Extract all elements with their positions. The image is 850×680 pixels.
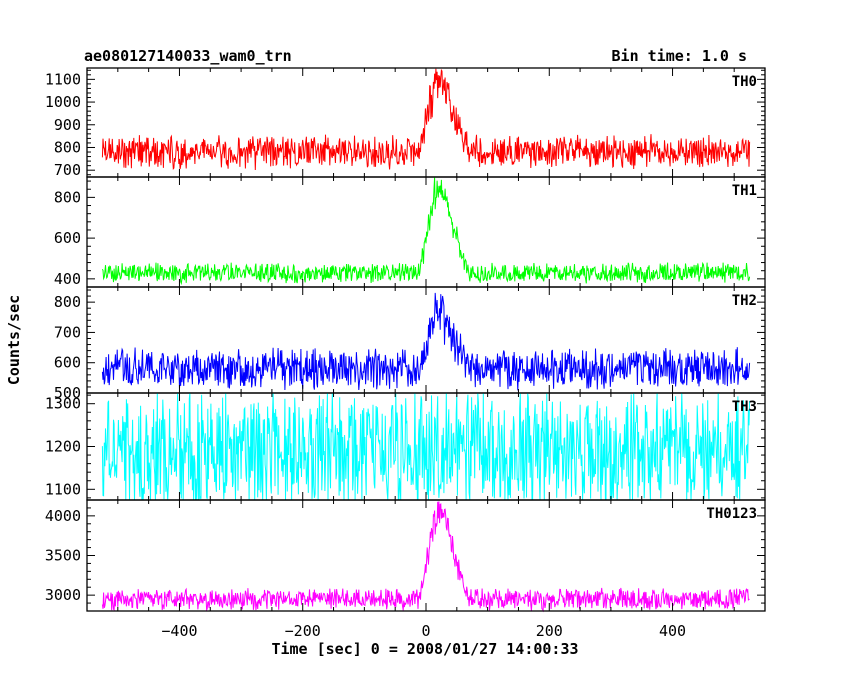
y-tick-label: 800 bbox=[54, 138, 81, 156]
panel-label-th1: TH1 bbox=[732, 183, 757, 199]
series-line-th3 bbox=[101, 392, 751, 501]
series-line-th1 bbox=[101, 177, 751, 286]
y-axis-title: Counts/sec bbox=[5, 295, 23, 385]
y-ticks bbox=[87, 394, 765, 499]
panel-th0: 700 800 900 1000 1100 TH0 bbox=[45, 67, 766, 179]
panel-th0123: 3000 3500 4000 TH0123 bbox=[45, 499, 766, 613]
y-tick-label: 900 bbox=[54, 116, 81, 134]
y-tick-label: 400 bbox=[54, 270, 81, 288]
series-line-th2 bbox=[101, 292, 751, 391]
y-tick-label: 3000 bbox=[45, 586, 81, 604]
y-tick-label: 1000 bbox=[45, 93, 81, 111]
x-ticks bbox=[117, 393, 735, 500]
panel-label-th2: TH2 bbox=[732, 293, 757, 309]
x-tick-label: 0 bbox=[421, 622, 430, 640]
x-axis-tick-labels: −400 −200 0 200 400 bbox=[161, 622, 686, 640]
panel-label-th0123: TH0123 bbox=[706, 506, 757, 522]
y-ticks bbox=[87, 289, 765, 394]
panel-th3: 1100 1200 1300 TH3 bbox=[45, 392, 766, 501]
y-tick-label: 800 bbox=[54, 293, 81, 311]
series-line-th0 bbox=[101, 68, 751, 171]
x-ticks bbox=[117, 177, 735, 287]
bin-time-label: Bin time: 1.0 s bbox=[612, 47, 747, 65]
y-tick-label: 1300 bbox=[45, 395, 81, 413]
x-ticks bbox=[117, 500, 735, 611]
y-tick-label: 500 bbox=[54, 384, 81, 402]
y-tick-label: 3500 bbox=[45, 547, 81, 565]
x-tick-label: −400 bbox=[161, 622, 197, 640]
y-ticks bbox=[87, 499, 765, 612]
x-tick-label: 200 bbox=[536, 622, 563, 640]
series-line-th0123 bbox=[101, 501, 750, 613]
y-tick-label: 700 bbox=[54, 323, 81, 341]
y-tick-label: 1100 bbox=[45, 70, 81, 88]
y-tick-label: 1100 bbox=[45, 480, 81, 498]
x-ticks bbox=[117, 68, 735, 177]
panels: 700 800 900 1000 1100 TH0 400 600 800 TH1 500 600 70… bbox=[45, 67, 766, 613]
panel-th1: 400 600 800 TH1 bbox=[54, 176, 766, 288]
x-tick-label: −200 bbox=[285, 622, 321, 640]
y-tick-label: 600 bbox=[54, 229, 81, 247]
y-tick-label: 4000 bbox=[45, 507, 81, 525]
x-tick-label: 400 bbox=[659, 622, 686, 640]
y-tick-label: 600 bbox=[54, 354, 81, 372]
y-tick-label: 800 bbox=[54, 188, 81, 206]
y-ticks bbox=[87, 180, 765, 288]
y-ticks bbox=[87, 69, 765, 176]
x-ticks bbox=[117, 287, 735, 393]
object-name: ae080127140033_wam0_trn bbox=[84, 47, 292, 65]
x-axis-title: Time [sec] 0 = 2008/01/27 14:00:33 bbox=[271, 640, 578, 658]
y-tick-label: 700 bbox=[54, 161, 81, 179]
panel-label-th0: TH0 bbox=[732, 74, 757, 90]
panel-th2: 500 600 700 800 TH2 bbox=[54, 286, 766, 402]
y-tick-label: 1200 bbox=[45, 438, 81, 456]
panel-label-th3: TH3 bbox=[732, 399, 757, 415]
